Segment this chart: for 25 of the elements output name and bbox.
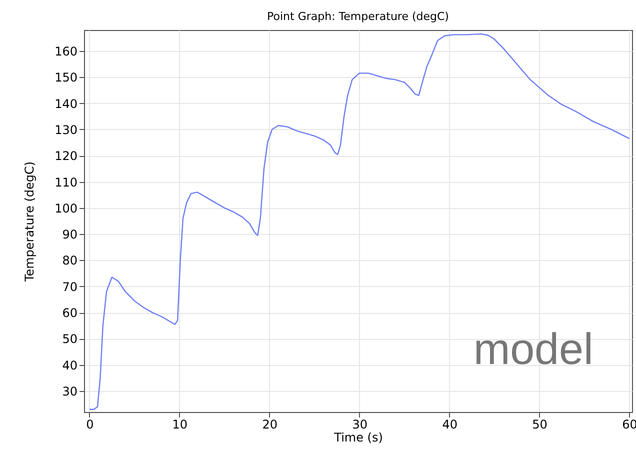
x-tick-label: 40: [442, 418, 458, 432]
y-tick-label: 90: [62, 228, 78, 242]
y-tick-label: 80: [62, 254, 78, 268]
x-tick-label: 20: [262, 418, 278, 432]
y-tick-label: 60: [62, 306, 78, 320]
x-tick-label: 50: [532, 418, 548, 432]
y-tick-label: 150: [54, 70, 78, 85]
annotation: model: [473, 324, 594, 374]
x-tick-label: 10: [172, 418, 188, 432]
y-tick-label: 70: [62, 280, 78, 294]
y-tick-label: 140: [54, 96, 78, 111]
x-axis-title: Time (s): [333, 430, 383, 444]
chart-title: Point Graph: Temperature (degC): [267, 10, 449, 23]
y-axis-title: Temperature (degC): [22, 161, 37, 283]
y-tick-label: 50: [62, 332, 78, 346]
y-tick-label: 100: [54, 201, 78, 216]
x-tick-label: 0: [86, 418, 94, 432]
y-tick-label: 30: [62, 384, 78, 399]
y-tick-label: 160: [54, 44, 78, 58]
line-series: [88, 33, 630, 410]
x-tick-label: 30: [352, 418, 368, 432]
y-tick-label: 130: [54, 122, 78, 137]
y-tick-label: 110: [54, 175, 78, 190]
y-tick-label: 40: [62, 358, 78, 372]
y-tick-label: 120: [54, 149, 78, 164]
